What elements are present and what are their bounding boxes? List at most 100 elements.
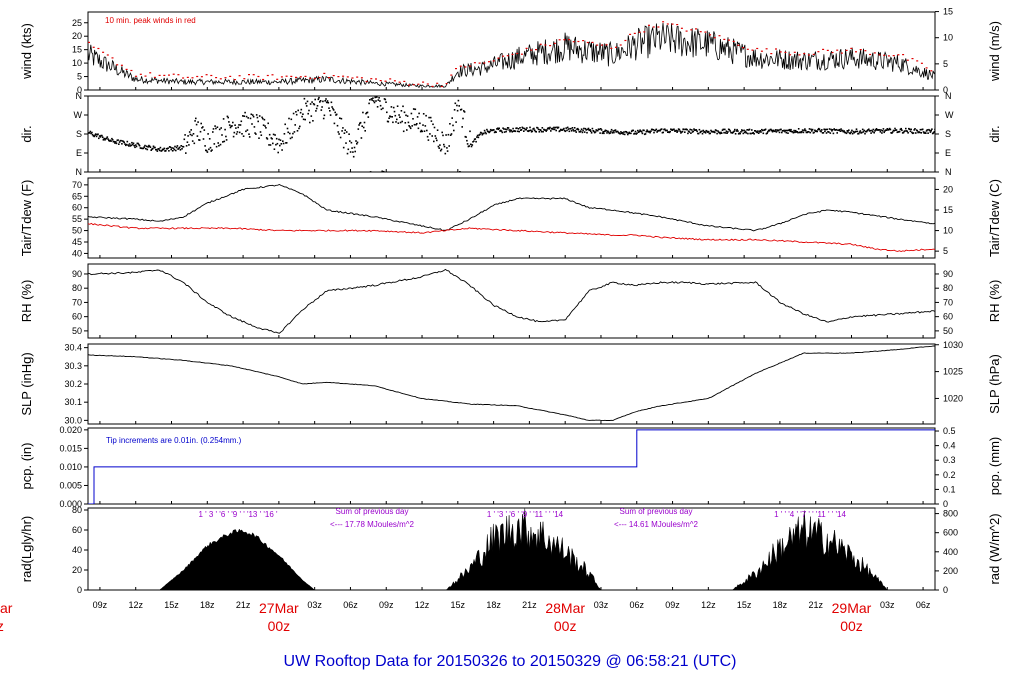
y2tick-label-rh: 70 [943,297,953,307]
dir-point [851,132,854,135]
dir-point [714,131,716,134]
dir-point [587,128,589,131]
dir-point [704,130,706,133]
dir-point [371,99,373,101]
dir-point [300,108,303,111]
dir-point [509,130,511,133]
peak-wind-point [120,64,123,66]
dir-point [155,148,158,151]
dir-point [95,135,98,138]
dir-point [390,106,393,108]
dir-point [316,105,319,107]
dir-point [831,130,833,132]
dir-point [664,128,666,130]
dir-point [103,137,105,140]
dir-point [242,135,245,137]
ytick-label-temp: 45 [72,237,82,247]
dir-point [366,111,369,114]
dir-point [553,128,556,131]
dir-point [473,140,475,142]
peak-wind-point [182,77,185,79]
y2tick-label-temp: 20 [943,184,953,194]
dir-point [575,131,577,133]
dir-point [659,129,661,132]
dir-point [450,133,453,135]
peak-wind-point [464,66,467,68]
dir-point [463,110,465,112]
peak-wind-point [238,75,241,77]
peak-wind-point [930,70,933,72]
peak-wind-point [920,62,923,64]
dir-point [263,118,266,121]
peak-wind-point [398,81,401,83]
dir-point [411,125,413,127]
dir-point [324,100,326,102]
y2tick-label-rh: 90 [943,269,953,279]
dir-point [900,127,902,130]
dir-point [803,129,805,132]
time-tick-label: 03z [307,600,322,610]
dir-point [449,123,451,125]
peak-wind-point [412,84,415,86]
dir-point [315,107,318,110]
dir-point [587,127,590,130]
y2tick-label-pcp: 0.1 [943,484,956,494]
dir-point [479,133,481,136]
dir-point [317,98,320,101]
dir-point [322,100,324,103]
dir-point [681,130,684,133]
dir-point [190,129,192,131]
y2tick-label-slp: 1025 [943,367,963,377]
dir-point [580,130,582,132]
dir-point [728,129,731,131]
dir-point [466,143,469,145]
dir-point [590,132,593,134]
peak-wind-point [135,75,138,77]
dir-point [805,131,808,134]
dir-point [185,152,187,154]
rad-annotation: 1 ' '3 ' '6 ' '9 ' '11 ' ' '14 [487,510,564,519]
peak-wind-point [332,75,335,77]
peak-wind-point [803,53,806,55]
dir-point [182,146,185,148]
peak-wind-point [746,48,749,50]
dir-point [245,115,248,118]
peak-wind-point [695,28,697,30]
dir-point [352,155,355,158]
peak-wind-point [657,26,660,28]
dir-point [599,132,601,134]
peak-wind-point [318,77,321,79]
dir-point [483,132,485,135]
dir-point [387,120,390,123]
dir-point [329,114,332,116]
time-tick-label: 09z [665,600,680,610]
dir-point [363,121,366,124]
time-tick-label: 21z [236,600,251,610]
dir-point [258,137,260,139]
dir-point [367,116,370,118]
y2tick-label-pcp: 0.4 [943,441,956,451]
peak-wind-point [177,74,180,76]
ytick-label-rh: 80 [72,283,82,293]
dir-point [620,131,622,133]
dir-point [660,128,663,130]
ytick-label-temp: 50 [72,226,82,236]
dir-point [220,127,222,129]
dir-point [520,129,523,131]
dir-point [562,128,564,131]
dir-point [412,108,415,110]
dir-point [797,131,799,134]
dir-point [229,126,232,129]
rad-annotation: Sum of previous day [336,507,409,516]
dir-point [760,131,762,133]
dir-point [669,130,671,133]
dir-point [790,128,792,131]
dir-point [519,127,521,129]
series-rh [88,268,935,334]
plot-area-rad [88,508,935,590]
dir-point [590,130,592,132]
dir-point [309,121,311,124]
dir-point [570,128,572,130]
dir-point [402,130,405,133]
panel-frame-slp [87,343,936,425]
